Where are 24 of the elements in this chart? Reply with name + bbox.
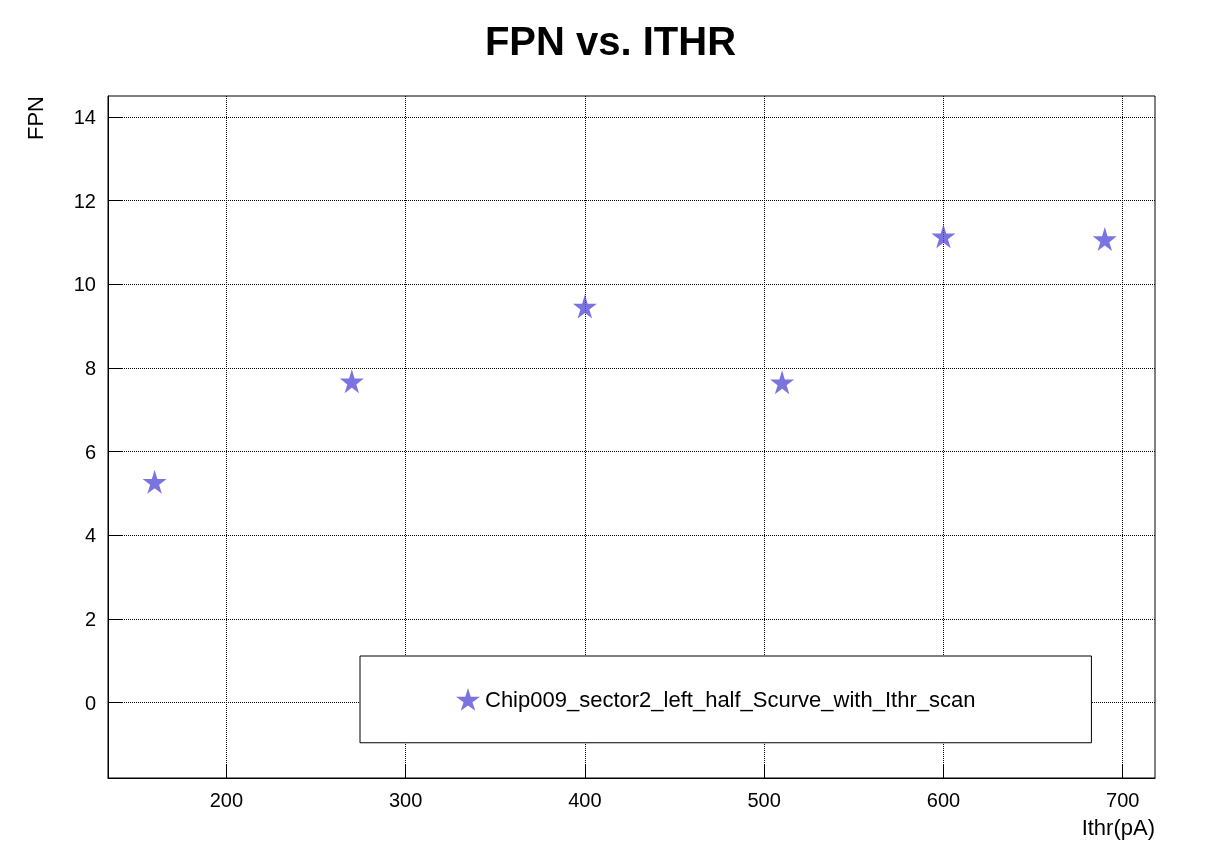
y-tick-label: 4 [84, 524, 96, 547]
y-tick-label: 10 [73, 273, 96, 296]
point [931, 224, 956, 249]
x-tick-label: 300 [388, 789, 423, 811]
point [142, 469, 167, 494]
x-tick-label: 700 [1106, 789, 1140, 811]
x-axis-title: Ithr(pA) [1081, 814, 1155, 840]
point [572, 294, 597, 319]
point [1092, 227, 1117, 252]
x-tick-label: 200 [209, 789, 244, 811]
x-tick-label: 500 [747, 789, 781, 811]
chart-title: FPN vs. ITHR [484, 19, 737, 63]
point [339, 369, 364, 394]
y-axis-title: FPN [22, 96, 48, 140]
point [770, 370, 795, 395]
y-tick-label: 8 [84, 356, 96, 379]
y-tick-label: 14 [73, 105, 96, 128]
y-tick-label: 2 [84, 608, 96, 631]
y-tick-label: 6 [84, 440, 96, 463]
legend-label: Chip009_sector2_left_half_Scurve_with_Ithr_scan [485, 686, 976, 712]
x-tick-label: 600 [926, 789, 961, 811]
y-tick-label: 12 [73, 189, 96, 212]
y-tick-label: 0 [84, 691, 96, 714]
x-tick-label: 400 [568, 789, 602, 811]
